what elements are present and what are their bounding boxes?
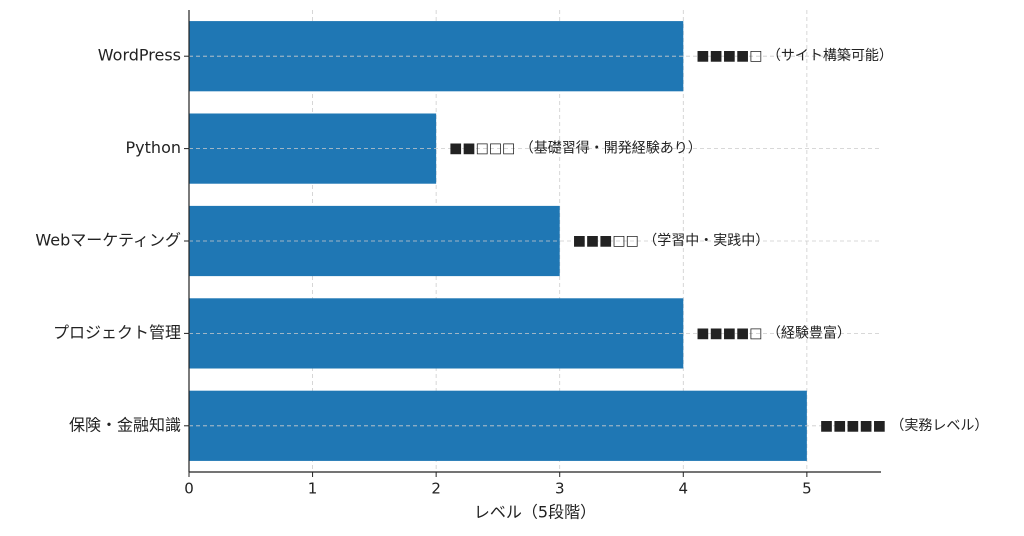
y-tick-label: WordPress [98, 46, 181, 65]
value-label: ■■□□□ （基礎習得・開発経験あり） [449, 140, 702, 157]
x-tick-label: 1 [308, 480, 318, 498]
x-tick-label: 3 [555, 480, 565, 498]
value-label: ■■■□□ （学習中・実践中） [573, 233, 770, 249]
x-tick-label: 0 [184, 480, 194, 498]
x-tick-label: 4 [679, 480, 689, 498]
y-tick-label: Webマーケティング [35, 231, 181, 250]
y-tick-label: Python [126, 138, 181, 157]
y-tick-label: 保険・金融知識 [69, 415, 181, 434]
x-axis-label: レベル（5段階） [474, 503, 596, 522]
value-label: ■■■■□ （サイト構築可能） [696, 48, 893, 64]
x-tick-label: 5 [802, 480, 812, 498]
value-label: ■■■■■ （実務レベル） [820, 418, 989, 434]
y-tick-label: プロジェクト管理 [53, 323, 181, 342]
x-tick-label: 2 [431, 480, 441, 498]
value-label: ■■■■□ （経験豊富） [696, 324, 851, 341]
